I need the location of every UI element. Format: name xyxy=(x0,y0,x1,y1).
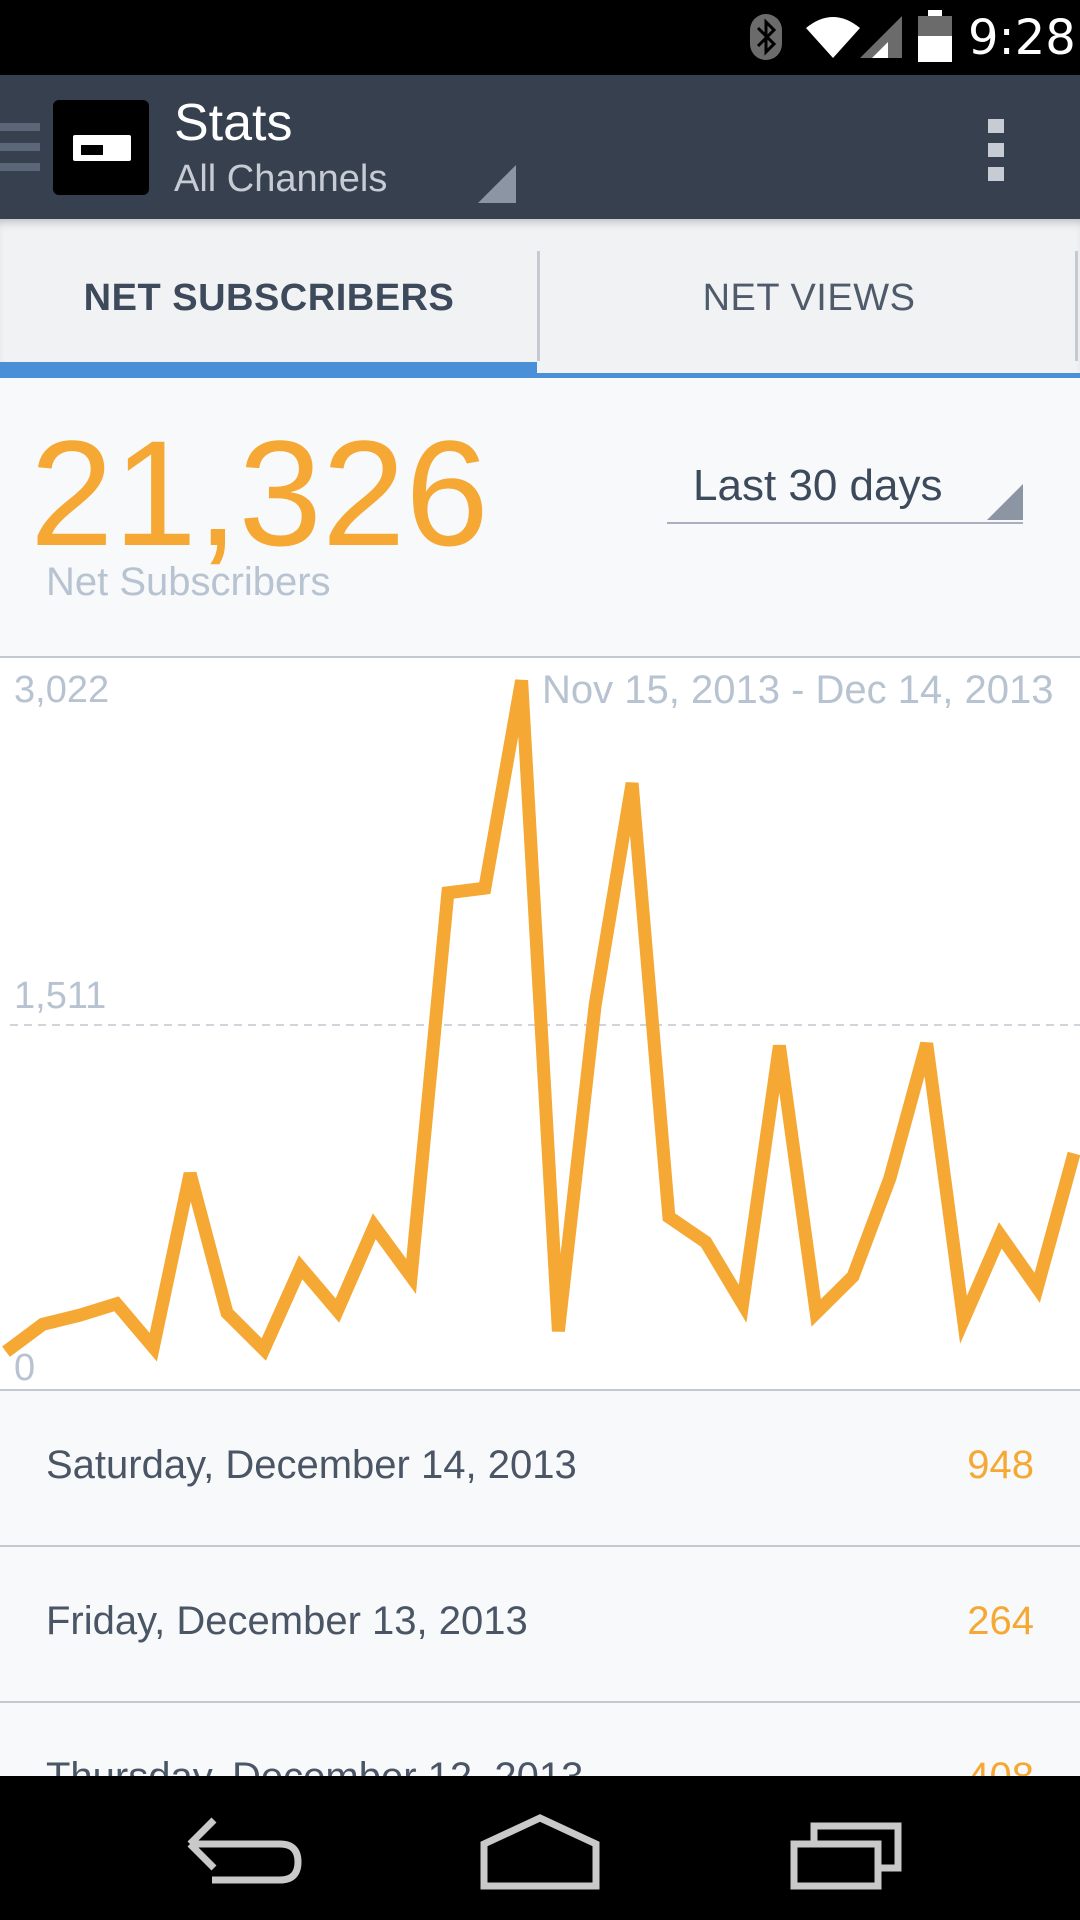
tab-divider xyxy=(1075,251,1078,361)
navigation-bar xyxy=(0,1776,1080,1920)
period-selected-value: Last 30 days xyxy=(693,461,943,510)
y-tick-label-zero: 0 xyxy=(14,1347,35,1389)
tab-net-views[interactable]: NET VIEWS xyxy=(702,277,916,319)
list-item-value: 264 xyxy=(967,1599,1034,1643)
series-line xyxy=(2,679,1080,1362)
status-bar: 9:28 xyxy=(0,0,1080,75)
spinner-triangle-icon[interactable] xyxy=(478,165,516,203)
line-chart: 3,022 1,511 0 Nov 15, 2013 - Dec 14, 201… xyxy=(0,656,1080,1391)
tab-bar: NET SUBSCRIBERS NET VIEWS xyxy=(0,219,1080,378)
period-dropdown[interactable]: Last 30 days xyxy=(667,452,1023,524)
list-item-value: 948 xyxy=(967,1443,1034,1487)
list-item-date: Saturday, December 14, 2013 xyxy=(46,1443,577,1487)
dropdown-triangle-icon xyxy=(987,484,1023,520)
bluetooth-icon xyxy=(750,14,782,60)
y-tick-label-mid: 1,511 xyxy=(14,975,106,1017)
daily-list: Saturday, December 14, 2013 948 Friday, … xyxy=(0,1391,1080,1776)
list-item[interactable]: Thursday, December 12, 2013 408 xyxy=(0,1703,1080,1776)
cell-signal-icon xyxy=(860,16,902,58)
recent-apps-icon[interactable] xyxy=(786,1806,916,1896)
overflow-menu-icon[interactable] xyxy=(984,115,1010,183)
app-logo-icon[interactable] xyxy=(53,100,149,195)
tab-indicator xyxy=(0,362,537,378)
list-item[interactable]: Friday, December 13, 2013 264 xyxy=(0,1547,1080,1703)
tab-divider xyxy=(537,251,540,361)
drawer-icon[interactable] xyxy=(0,119,40,177)
chart-date-range: Nov 15, 2013 - Dec 14, 2013 xyxy=(542,668,1054,712)
page-title: Stats xyxy=(174,94,293,152)
battery-icon xyxy=(918,10,952,62)
list-item-value: 408 xyxy=(967,1753,1034,1776)
list-item-date: Thursday, December 12, 2013 xyxy=(46,1753,583,1776)
tab-underline xyxy=(537,373,1080,378)
channel-selector[interactable]: All Channels xyxy=(174,158,388,200)
logo-window xyxy=(73,135,131,161)
home-icon[interactable] xyxy=(476,1806,606,1896)
tab-net-subscribers[interactable]: NET SUBSCRIBERS xyxy=(83,277,455,319)
back-icon[interactable] xyxy=(180,1806,310,1896)
list-item[interactable]: Saturday, December 14, 2013 948 xyxy=(0,1391,1080,1547)
status-clock: 9:28 xyxy=(968,10,1076,66)
y-tick-label-max: 3,022 xyxy=(14,669,109,711)
net-subscribers-total: 21,326 xyxy=(30,409,489,577)
action-bar: Stats All Channels xyxy=(0,75,1080,219)
chart-canvas: 3,022 1,511 0 xyxy=(2,669,1080,1389)
list-item-date: Friday, December 13, 2013 xyxy=(46,1599,528,1643)
net-subscribers-label: Net Subscribers xyxy=(46,560,331,604)
wifi-icon xyxy=(806,17,860,58)
summary-panel: 21,326 Net Subscribers Last 30 days xyxy=(0,378,1080,656)
